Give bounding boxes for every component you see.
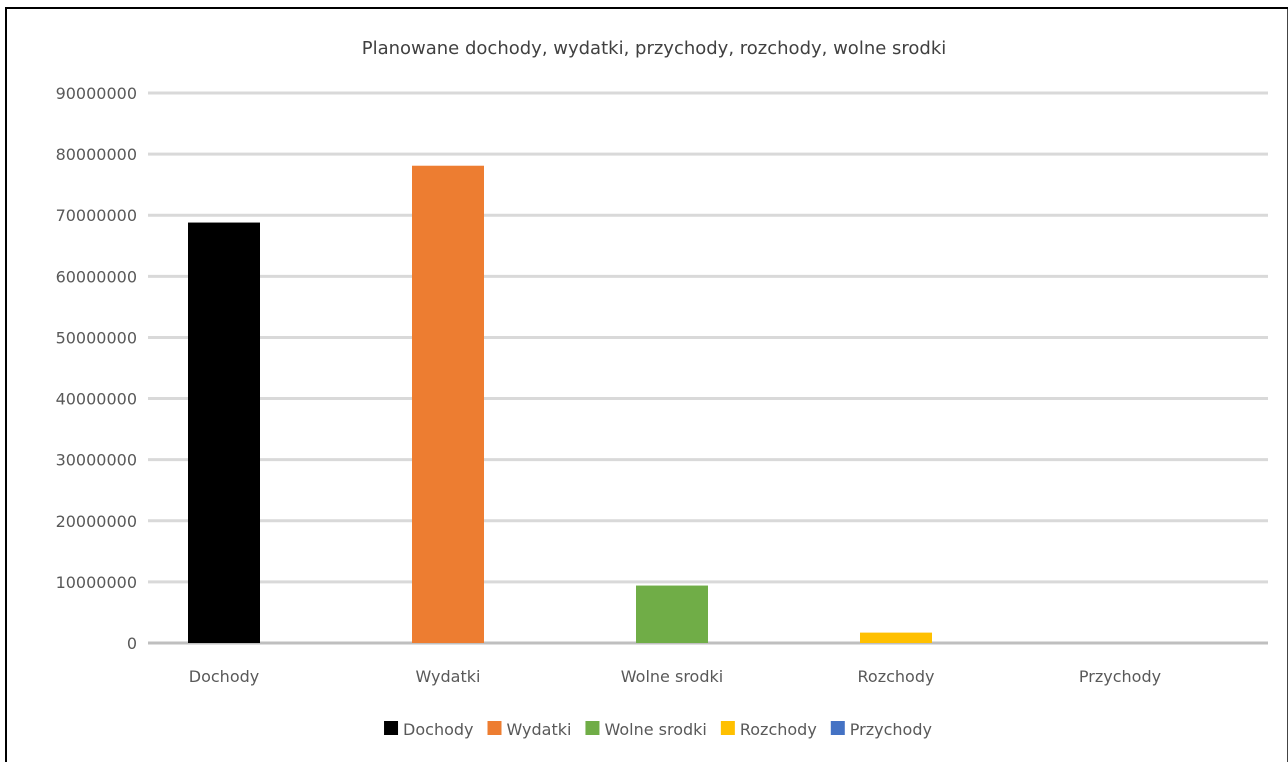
y-axis-ticks: 0 10000000 20000000 30000000 40000000 5000000… — [56, 84, 137, 653]
y-tick-label: 80000000 — [56, 145, 137, 164]
legend-swatch — [487, 721, 502, 735]
bars — [188, 165, 932, 644]
bar-wydatki — [412, 165, 484, 643]
chart-title: Planowane dochody, wydatki, przychody, r… — [362, 38, 947, 59]
x-category-label: Dochody — [189, 667, 259, 686]
y-tick-label: 40000000 — [56, 390, 137, 409]
y-tick-label: 30000000 — [56, 451, 137, 470]
legend-label: Przychody — [850, 720, 932, 739]
x-category-label: Wydatki — [416, 667, 481, 686]
bar-wolne-srodki — [636, 585, 708, 643]
legend-label: Wolne srodki — [604, 720, 706, 739]
legend: Dochody Wydatki Wolne srodki Rozchody Przych… — [384, 720, 932, 739]
y-tick-label: 0 — [127, 634, 137, 653]
x-category-label: Przychody — [1079, 667, 1161, 686]
bar-dochody — [188, 222, 260, 644]
gridlines — [148, 91, 1268, 645]
legend-swatch — [720, 721, 735, 735]
x-category-label: Rozchody — [858, 667, 935, 686]
legend-label: Rozchody — [740, 720, 817, 739]
legend-label: Wydatki — [507, 720, 572, 739]
y-tick-label: 10000000 — [56, 573, 137, 592]
bar-rozchody — [860, 632, 932, 643]
y-tick-label: 70000000 — [56, 206, 137, 225]
y-tick-label: 90000000 — [56, 84, 137, 103]
legend-swatch — [384, 721, 399, 735]
legend-swatch — [585, 721, 600, 735]
y-tick-label: 20000000 — [56, 512, 137, 531]
legend-label: Dochody — [403, 720, 473, 739]
x-category-label: Wolne srodki — [621, 667, 723, 686]
x-axis-labels: Dochody Wydatki Wolne srodki Rozchody Przych… — [189, 667, 1161, 686]
y-tick-label: 50000000 — [56, 328, 137, 347]
y-tick-label: 60000000 — [56, 267, 137, 286]
legend-swatch — [830, 721, 845, 735]
